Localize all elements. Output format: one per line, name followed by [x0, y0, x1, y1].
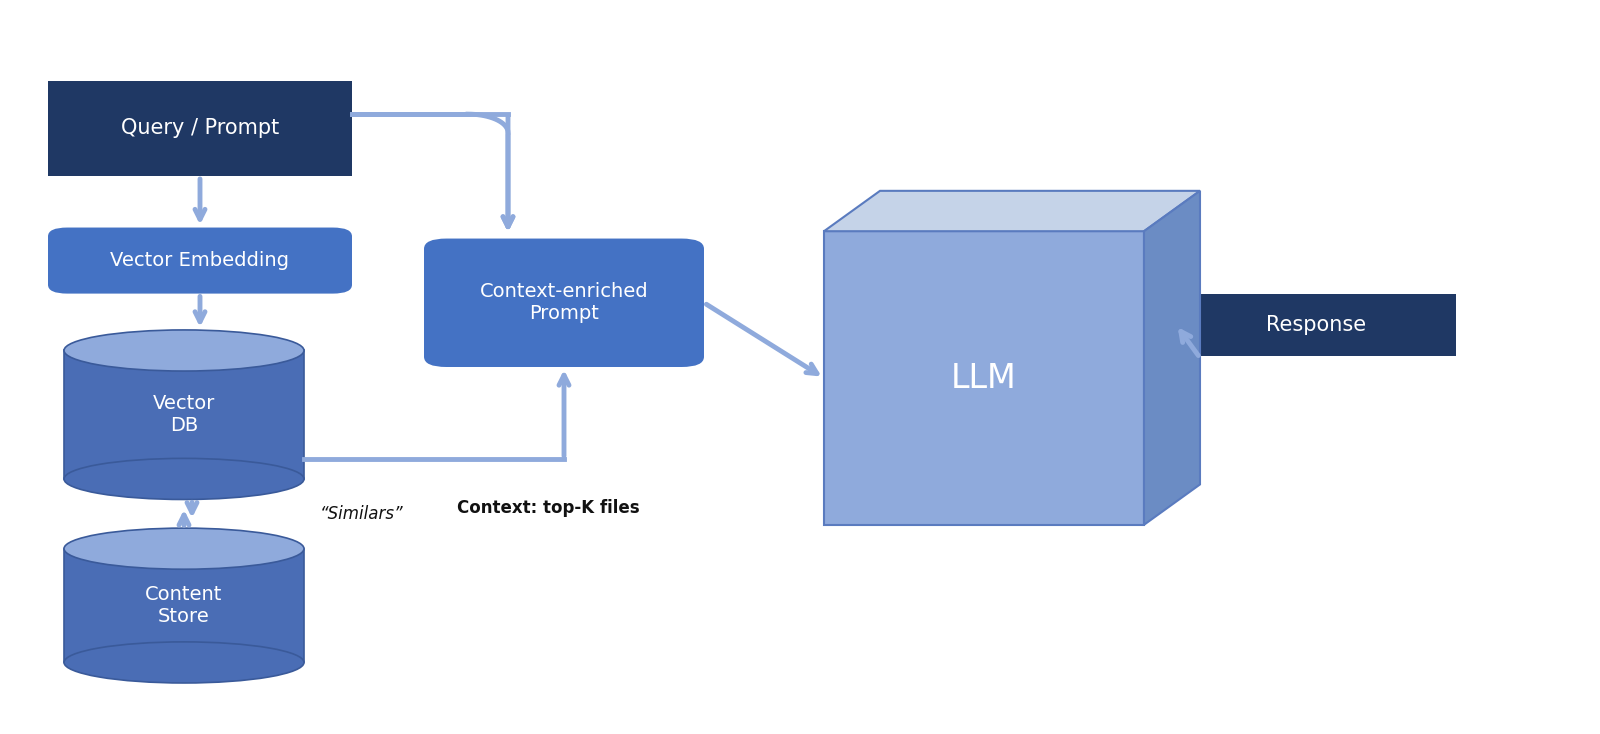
Text: LLM: LLM: [950, 362, 1018, 394]
Ellipse shape: [64, 642, 304, 683]
Text: “Similars”: “Similars”: [320, 505, 403, 523]
Text: Context-enriched
Prompt: Context-enriched Prompt: [480, 283, 648, 323]
Polygon shape: [824, 191, 1200, 231]
Text: Vector
DB: Vector DB: [154, 394, 214, 435]
Ellipse shape: [64, 330, 304, 371]
Text: Response: Response: [1266, 315, 1366, 335]
Ellipse shape: [64, 528, 304, 570]
Ellipse shape: [64, 458, 304, 499]
Polygon shape: [1144, 191, 1200, 525]
Polygon shape: [824, 231, 1144, 525]
Text: Vector Embedding: Vector Embedding: [110, 251, 290, 270]
FancyBboxPatch shape: [424, 239, 704, 367]
FancyBboxPatch shape: [48, 81, 352, 176]
Polygon shape: [64, 351, 304, 479]
Text: Context: top-K files: Context: top-K files: [456, 499, 640, 517]
Text: Query / Prompt: Query / Prompt: [122, 118, 278, 139]
FancyBboxPatch shape: [48, 228, 352, 294]
FancyBboxPatch shape: [1176, 294, 1456, 356]
Text: Content
Store: Content Store: [146, 585, 222, 626]
Polygon shape: [64, 549, 304, 662]
